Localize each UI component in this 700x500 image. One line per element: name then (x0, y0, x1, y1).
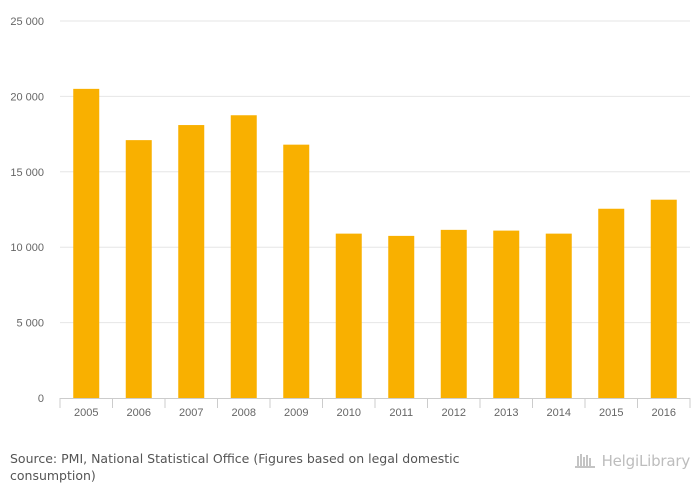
brand-name: HelgiLibrary (601, 452, 691, 470)
bar (178, 125, 205, 398)
y-tick-label: 25 000 (10, 16, 44, 28)
x-tick-label: 2015 (599, 407, 623, 419)
bar (650, 199, 677, 398)
x-tick-label: 2012 (442, 407, 466, 419)
bar (230, 115, 257, 398)
x-tick-label: 2006 (127, 407, 151, 419)
y-tick-label: 0 (38, 393, 44, 405)
brand-logo[interactable]: HelgiLibrary (574, 450, 691, 472)
x-tick-label: 2009 (284, 407, 308, 419)
y-tick-label: 15 000 (10, 167, 44, 179)
bar (335, 233, 362, 398)
x-tick-label: 2013 (494, 407, 518, 419)
x-tick-label: 2008 (232, 407, 256, 419)
x-tick-label: 2016 (652, 407, 676, 419)
bar (388, 235, 415, 398)
x-tick-label: 2010 (337, 407, 361, 419)
x-tick-label: 2007 (179, 407, 203, 419)
y-tick-label: 20 000 (10, 91, 44, 103)
source-note: Source: PMI, National Statistical Office… (10, 451, 460, 483)
library-logo-icon (574, 454, 595, 468)
bar-chart: 0 5 000 10 000 15 000 20 000 25 000 2005 2006 20… (10, 16, 691, 419)
x-tick-label: 2011 (389, 407, 413, 419)
x-tick-label: 2014 (547, 407, 571, 419)
bar (283, 144, 310, 398)
y-tick-label: 5 000 (16, 318, 44, 330)
bar (493, 230, 520, 398)
bar (440, 229, 467, 398)
bar (545, 233, 572, 398)
bar (598, 208, 625, 398)
x-tick-label: 2005 (74, 407, 98, 419)
bar (125, 140, 152, 398)
y-tick-label: 10 000 (10, 242, 44, 254)
bar (73, 88, 100, 399)
